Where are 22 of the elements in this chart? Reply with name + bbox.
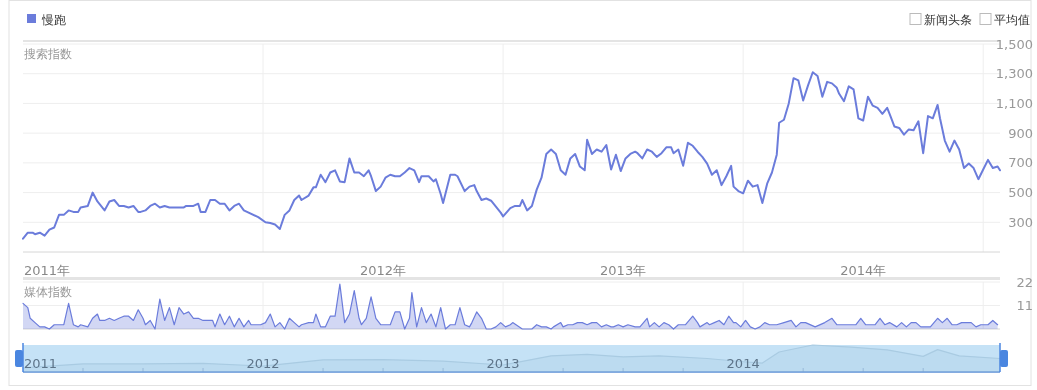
y-tick-label: 11 xyxy=(1016,298,1033,313)
x-tick-label: 2011年 xyxy=(24,263,71,278)
x-tick-label: 2011 xyxy=(24,356,58,371)
y-axis-title: 搜索指数 xyxy=(24,47,72,61)
x-tick-label: 2012年 xyxy=(360,263,407,278)
y-tick-label: 1,300 xyxy=(995,66,1033,82)
x-tick-label: 2014 xyxy=(726,356,760,371)
y-tick-label: 1,100 xyxy=(995,95,1033,111)
y-tick-label: 700 xyxy=(1008,155,1033,171)
legend-label: 慢跑 xyxy=(41,12,66,27)
y-axis-title: 媒体指数 xyxy=(24,285,72,299)
text: 新闻头条 xyxy=(924,12,972,27)
y-tick-label: 900 xyxy=(1008,125,1033,141)
y-tick-label: 300 xyxy=(1008,214,1033,230)
x-tick-label: 2012 xyxy=(246,356,280,371)
y-tick-label: 1,500 xyxy=(995,36,1033,52)
x-tick-label: 2013 xyxy=(486,356,520,371)
x-tick-label: 2014年 xyxy=(840,263,887,278)
y-tick-label: 500 xyxy=(1008,185,1033,201)
y-tick-label: 22 xyxy=(1016,274,1033,290)
text: 平均值 xyxy=(994,12,1030,27)
x-tick-label: 2013年 xyxy=(600,263,647,278)
